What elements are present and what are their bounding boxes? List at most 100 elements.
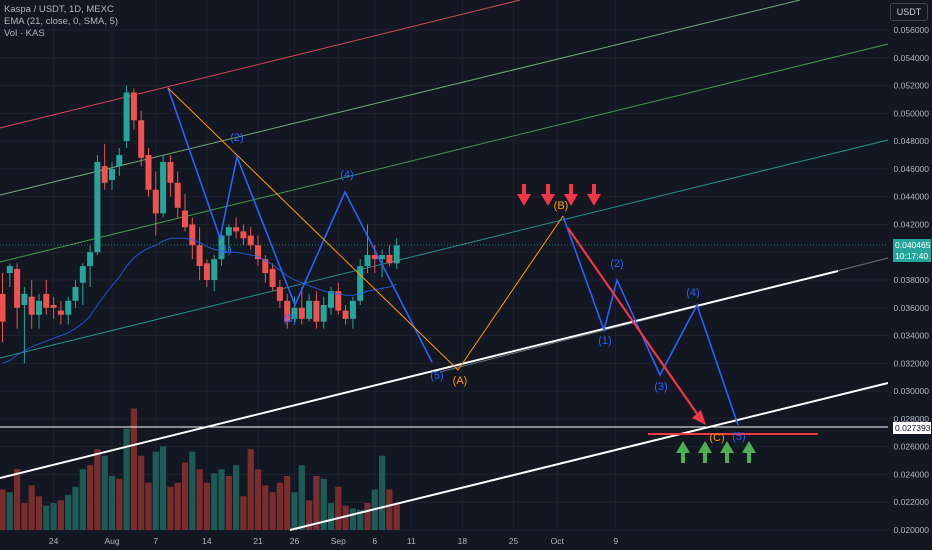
volume-bar	[225, 476, 232, 530]
wave-label-blue: (5)	[732, 431, 745, 443]
candle-body	[364, 255, 371, 267]
time-tick-label: 7	[153, 536, 158, 546]
wave-label-blue: (4)	[686, 287, 699, 299]
ema-indicator-label[interactable]: EMA (21, close, 0, SMA, 5)	[4, 16, 119, 27]
wave-label-blue: (1)	[218, 244, 231, 256]
volume-bar	[313, 476, 320, 530]
candle-body	[189, 224, 196, 246]
projection-arrow-line	[567, 227, 701, 419]
price-tick-label: 0.054000	[894, 53, 930, 63]
trendline-upper	[0, 270, 839, 479]
candle-body	[0, 293, 6, 322]
candle-body	[182, 210, 188, 228]
volume-bar	[254, 469, 262, 530]
candle-body	[36, 300, 42, 315]
candle-body	[240, 231, 247, 239]
price-tick-label: 0.024000	[894, 469, 930, 479]
symbol-label[interactable]: Kaspa / USDT, 1D, MEXC	[4, 4, 114, 15]
volume-bar	[247, 449, 254, 530]
volume-bar	[393, 503, 400, 530]
candle-body	[306, 300, 313, 319]
volume-bar	[335, 486, 342, 530]
candle-body	[349, 300, 356, 319]
volume-bar	[211, 473, 218, 530]
currency-button[interactable]: USDT	[890, 3, 928, 21]
volume-bar	[291, 492, 298, 530]
candle-body	[357, 266, 364, 301]
candle-body	[379, 255, 386, 260]
volume-bar	[349, 508, 356, 530]
candle-body	[203, 263, 210, 280]
wave-label-blue: (2)	[230, 132, 243, 144]
volume-bar	[145, 482, 152, 530]
candle-body	[50, 305, 57, 308]
volume-bar	[386, 489, 393, 530]
time-tick-label: Sep	[331, 536, 346, 546]
volume-bar	[379, 455, 386, 530]
down-arrow-icon	[541, 184, 555, 206]
volume-bar	[342, 505, 349, 530]
candle-body	[298, 307, 305, 319]
down-arrow-icon	[517, 184, 531, 206]
volume-bar	[0, 489, 6, 530]
volume-bar	[160, 446, 167, 530]
volume-bar	[94, 449, 101, 530]
volume-bar	[233, 465, 240, 530]
time-tick-label: Oct	[551, 536, 565, 546]
volume-bar	[108, 476, 116, 530]
candle-body	[28, 296, 35, 315]
time-tick-label: Aug	[104, 536, 119, 546]
candle-body	[87, 252, 94, 267]
candle-body	[255, 245, 261, 260]
volume-bar	[269, 492, 276, 530]
candle-body	[276, 286, 283, 301]
trendline-lower	[289, 382, 889, 531]
candle-body	[94, 161, 101, 253]
time-tick-label: 26	[290, 536, 300, 546]
volume-bar	[284, 476, 291, 530]
candle-body	[262, 259, 269, 274]
volume-bar	[101, 455, 108, 530]
volume-bar	[276, 482, 283, 530]
orange-wave	[167, 87, 564, 371]
volume-bar	[167, 486, 174, 530]
volume-bar	[196, 469, 203, 530]
volume-bar	[327, 503, 335, 530]
annotation-arrows	[517, 184, 756, 463]
candle-body	[291, 307, 298, 319]
volume-bar	[14, 469, 21, 530]
up-arrow-icon	[676, 441, 690, 463]
candle-body	[130, 92, 137, 121]
wave-label-orange: (A)	[453, 375, 468, 387]
candle-body	[123, 92, 130, 142]
price-axis-bg	[888, 0, 932, 550]
ema-polyline	[2, 237, 397, 364]
candle-body	[196, 245, 203, 267]
volume-bar	[6, 492, 13, 530]
time-axis[interactable]: 24 Aug 7 14 21 26 Sep 6 11 18 25 Oct 9	[0, 534, 932, 550]
ema-line	[2, 237, 397, 364]
price-tick-label: 0.052000	[894, 81, 930, 91]
channel-line	[0, 139, 889, 359]
current-price-tag: 0.040465	[893, 239, 931, 251]
volume-bar	[87, 465, 94, 530]
wave-label-blue: (3)	[283, 313, 296, 325]
candle-body	[145, 155, 152, 190]
candle-body	[328, 291, 334, 308]
time-tick-label: 14	[202, 536, 212, 546]
channel-line	[0, 43, 889, 263]
up-arrow-icon	[720, 441, 734, 463]
volume-bar	[79, 469, 86, 530]
price-tick-label: 0.044000	[894, 192, 930, 202]
blue-wave-2	[562, 215, 739, 426]
volume-indicator-label[interactable]: Vol · KAS	[4, 28, 45, 39]
time-tick-label: 6	[372, 536, 377, 546]
horizontal-line-price-tag: 0.027393	[893, 422, 931, 434]
time-tick-label: 18	[458, 536, 468, 546]
price-tick-label: 0.020000	[894, 525, 930, 535]
time-axis-bg	[0, 534, 932, 550]
price-axis[interactable]: 0.056000 0.054000 0.052000 0.050000 0.048000…	[888, 0, 932, 550]
candle-body	[138, 120, 145, 158]
candle-body	[79, 266, 86, 283]
